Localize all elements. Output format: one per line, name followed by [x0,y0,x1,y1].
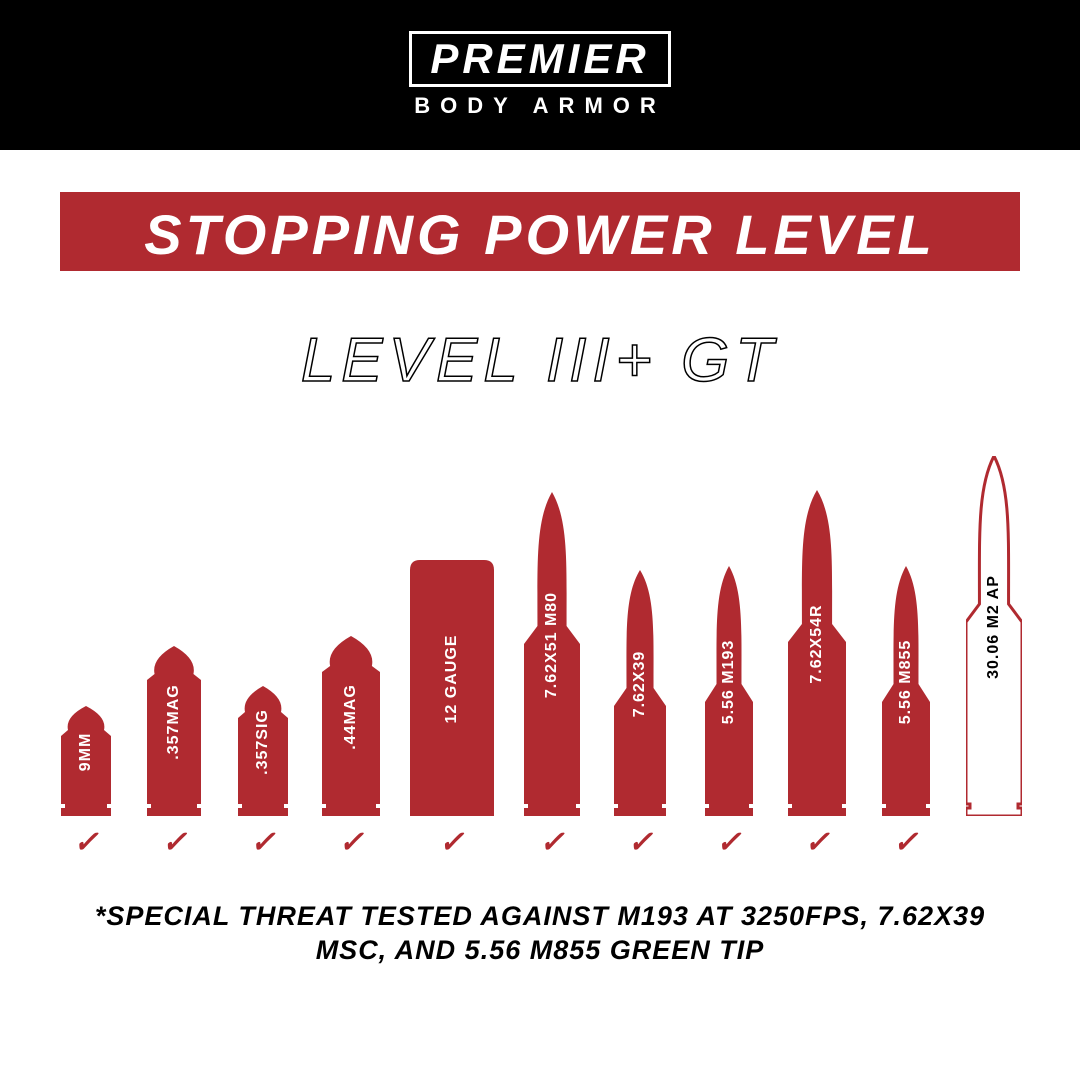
check-icon: ✓ [893,825,918,860]
round-label: 5.56 M855 [897,640,915,725]
check-cell: ✓ [787,820,847,864]
round-item: 5.56 M193 [699,436,759,816]
round-item: .357MAG [144,436,204,816]
bullet-silhouette: 5.56 M855 [882,566,930,816]
check-cell: ✓ [56,820,116,864]
rounds-chart: 9MM .357MAG .357SIG .44MAG 12 GAUGE 7.62X51 M… [40,436,1040,816]
check-row: ✓ ✓ ✓ ✓ ✓ ✓ ✓ ✓ ✓ ✓ [40,820,1040,864]
bullet-silhouette: .44MAG [322,636,380,816]
check-icon: ✓ [250,825,275,860]
round-label: 5.56 M193 [720,640,738,725]
round-label: .357MAG [165,684,183,759]
check-cell: ✓ [233,820,293,864]
check-cell: ✓ [321,820,381,864]
banner-title: STOPPING POWER LEVEL [60,192,1020,271]
check-icon: ✓ [805,825,830,860]
check-icon: ✓ [73,825,98,860]
level-heading: LEVEL III+ GT [0,325,1080,396]
round-item: 5.56 M855 [876,436,936,816]
bullet-silhouette: 7.62X51 M80 [524,492,580,816]
round-label: 30.06 M2 AP [985,575,1003,679]
round-label: .44MAG [342,684,360,750]
check-icon: ✓ [628,825,653,860]
round-item: 7.62X39 [610,436,670,816]
check-icon: ✓ [539,825,564,860]
bullet-silhouette: 7.62X39 [614,570,666,816]
bullet-silhouette: 9MM [61,706,111,816]
brand-sub: BODY ARMOR [414,93,666,119]
bullet-silhouette: 5.56 M193 [705,566,753,816]
round-item: 7.62X54R [787,436,847,816]
round-item: .44MAG [321,436,381,816]
check-cell: ✓ [522,820,582,864]
header-bar: PREMIER BODY ARMOR [0,0,1080,150]
round-label: .357SIG [254,709,272,775]
check-cell [964,820,1024,864]
round-item: 9MM [56,436,116,816]
bullet-silhouette: .357MAG [147,646,201,816]
round-label: 12 GAUGE [443,635,461,724]
bullet-silhouette: 30.06 M2 AP [966,456,1022,816]
check-icon: ✓ [339,825,364,860]
check-cell: ✓ [410,820,494,864]
round-item: 30.06 M2 AP [964,436,1024,816]
round-label: 7.62X39 [631,651,649,718]
check-cell: ✓ [699,820,759,864]
check-cell: ✓ [610,820,670,864]
bullet-silhouette: 7.62X54R [788,490,846,816]
check-icon: ✓ [162,825,187,860]
bullet-silhouette: .357SIG [238,686,288,816]
check-icon: ✓ [439,825,464,860]
round-item: 12 GAUGE [410,436,494,816]
check-cell: ✓ [876,820,936,864]
round-item: .357SIG [233,436,293,816]
check-cell: ✓ [144,820,204,864]
round-item: 7.62X51 M80 [522,436,582,816]
footnote: *SPECIAL THREAT TESTED AGAINST M193 AT 3… [0,900,1080,968]
round-label: 7.62X51 M80 [543,592,561,698]
round-label: 9MM [77,733,95,772]
bullet-silhouette: 12 GAUGE [410,560,494,816]
brand-top: PREMIER [409,31,670,87]
round-label: 7.62X54R [808,604,826,683]
check-icon: ✓ [716,825,741,860]
brand-logo: PREMIER BODY ARMOR [409,31,670,119]
